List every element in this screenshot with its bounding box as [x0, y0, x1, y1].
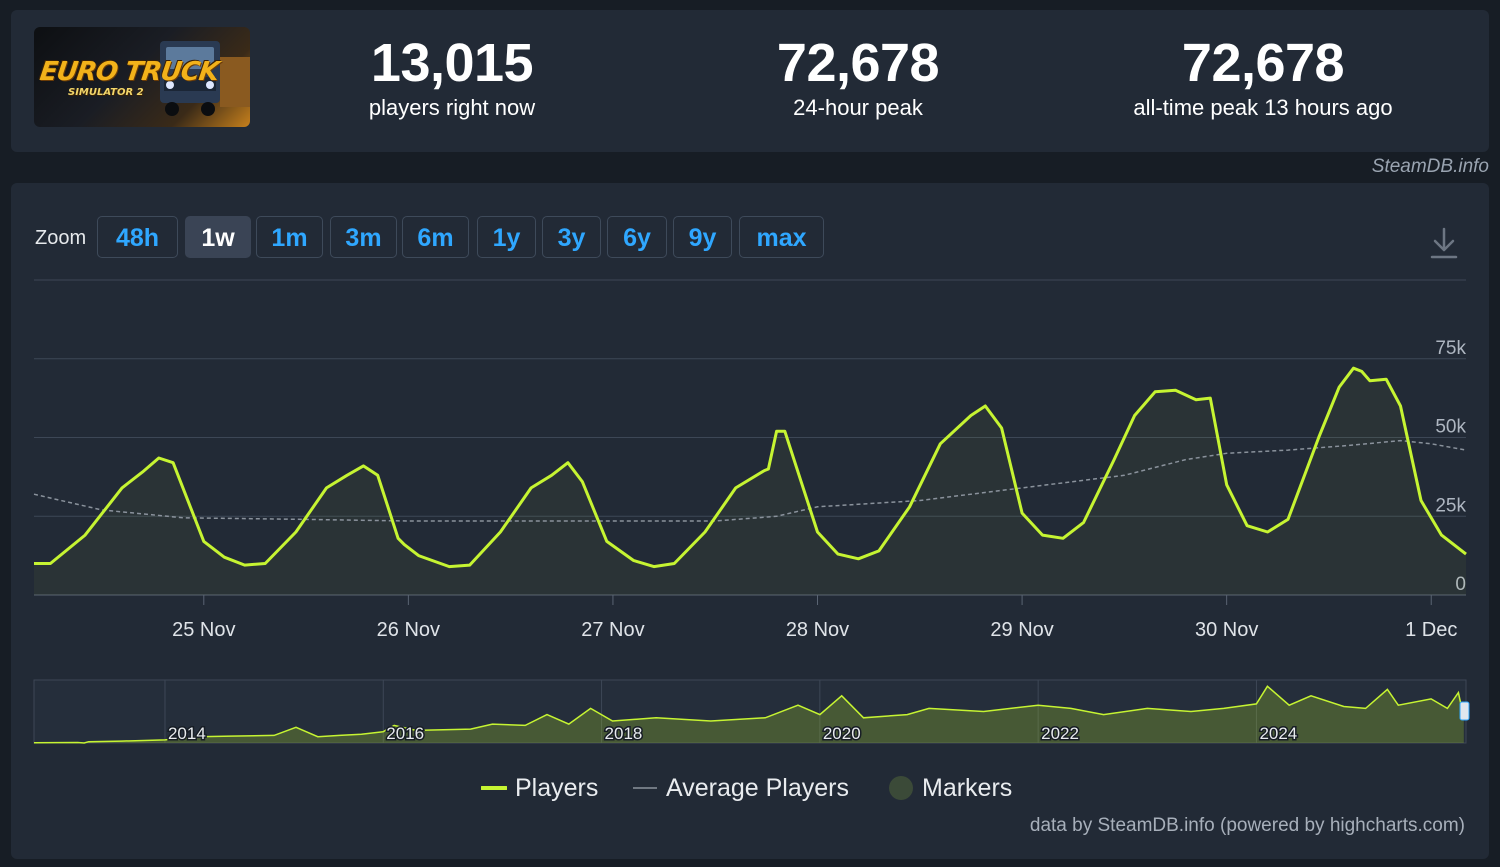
legend-item-players[interactable]: Players: [481, 771, 598, 805]
x-tick-label: 30 Nov: [1195, 619, 1258, 641]
y-tick-label: 75k: [1435, 338, 1466, 359]
stat-players-now: 13,015 players right now: [307, 32, 597, 122]
x-tick-label: 29 Nov: [990, 619, 1053, 641]
stat-value: 72,678: [776, 33, 940, 93]
navigator-handle[interactable]: [1459, 701, 1470, 721]
legend-item-markers[interactable]: Markers: [888, 771, 1012, 805]
logo-title: EURO TRUCK: [37, 57, 221, 87]
legend-label: Average Players: [666, 773, 849, 802]
y-tick-label: 50k: [1435, 417, 1466, 438]
steamdb-credit[interactable]: SteamDB.info: [1371, 156, 1489, 177]
zoom-button-1m[interactable]: 1m: [256, 216, 323, 258]
player-chart[interactable]: 0 25k 50k 75k 25 Nov 26 Nov 27 Nov 28 Nov 29 Nov…: [11, 183, 1489, 763]
stat-all-time-peak: 72,678 all-time peak 13 hours ago: [1088, 32, 1438, 122]
logo-subtitle: SIMULATOR 2: [68, 87, 144, 98]
average-line-icon: [633, 787, 657, 789]
stat-value: 13,015: [370, 33, 534, 93]
markers-dot-icon: [889, 776, 913, 800]
stats-panel: EURO TRUCK SIMULATOR 2 13,015 players ri…: [11, 10, 1489, 152]
zoom-button-1y[interactable]: 1y: [477, 216, 536, 258]
truck-icon: [160, 41, 250, 116]
y-tick-label: 0: [1455, 574, 1466, 595]
stat-24h-peak: 72,678 24-hour peak: [713, 32, 1003, 122]
x-tick-label: 26 Nov: [377, 619, 440, 641]
navigator-year-label: 2016: [386, 724, 424, 743]
stat-label: players right now: [368, 95, 536, 120]
x-tick-label: 25 Nov: [172, 619, 235, 641]
chart-legend: Players Average Players Markers: [11, 771, 1489, 805]
legend-label: Players: [515, 773, 599, 802]
y-tick-label: 25k: [1435, 495, 1466, 516]
stat-label: all-time peak 13 hours ago: [1133, 95, 1393, 120]
navigator-area: [34, 686, 1464, 743]
zoom-button-6m[interactable]: 6m: [402, 216, 469, 258]
x-tick-label: 1 Dec: [1405, 619, 1457, 641]
navigator-year-label: 2014: [168, 724, 206, 743]
zoom-button-48h[interactable]: 48h: [97, 216, 178, 258]
game-logo[interactable]: EURO TRUCK SIMULATOR 2: [34, 27, 250, 127]
players-line: [34, 366, 1467, 569]
download-icon[interactable]: [1429, 225, 1459, 261]
legend-label: Markers: [922, 773, 1013, 802]
stat-value: 72,678: [1181, 33, 1345, 93]
players-area: [34, 368, 1466, 595]
stat-label: 24-hour peak: [793, 95, 923, 120]
navigator-year-label: 2024: [1259, 724, 1297, 743]
data-credit[interactable]: data by SteamDB.info (powered by highcha…: [1029, 815, 1465, 836]
navigator-year-label: 2022: [1041, 724, 1079, 743]
zoom-button-9y[interactable]: 9y: [673, 216, 732, 258]
zoom-button-6y[interactable]: 6y: [607, 216, 667, 258]
zoom-button-max[interactable]: max: [739, 216, 824, 258]
navigator-line: [33, 685, 1465, 744]
navigator-year-label: 2018: [605, 724, 643, 743]
x-tick-label: 27 Nov: [581, 619, 644, 641]
zoom-button-3m[interactable]: 3m: [330, 216, 397, 258]
navigator-background: [33, 679, 1467, 744]
zoom-button-1w[interactable]: 1w: [185, 216, 251, 258]
x-tick-label: 28 Nov: [786, 619, 849, 641]
legend-item-average-players[interactable]: Average Players: [632, 771, 849, 805]
zoom-button-3y[interactable]: 3y: [542, 216, 601, 258]
zoom-label: Zoom: [35, 227, 87, 249]
navigator-year-label: 2020: [823, 724, 861, 743]
players-line-icon: [481, 786, 507, 790]
